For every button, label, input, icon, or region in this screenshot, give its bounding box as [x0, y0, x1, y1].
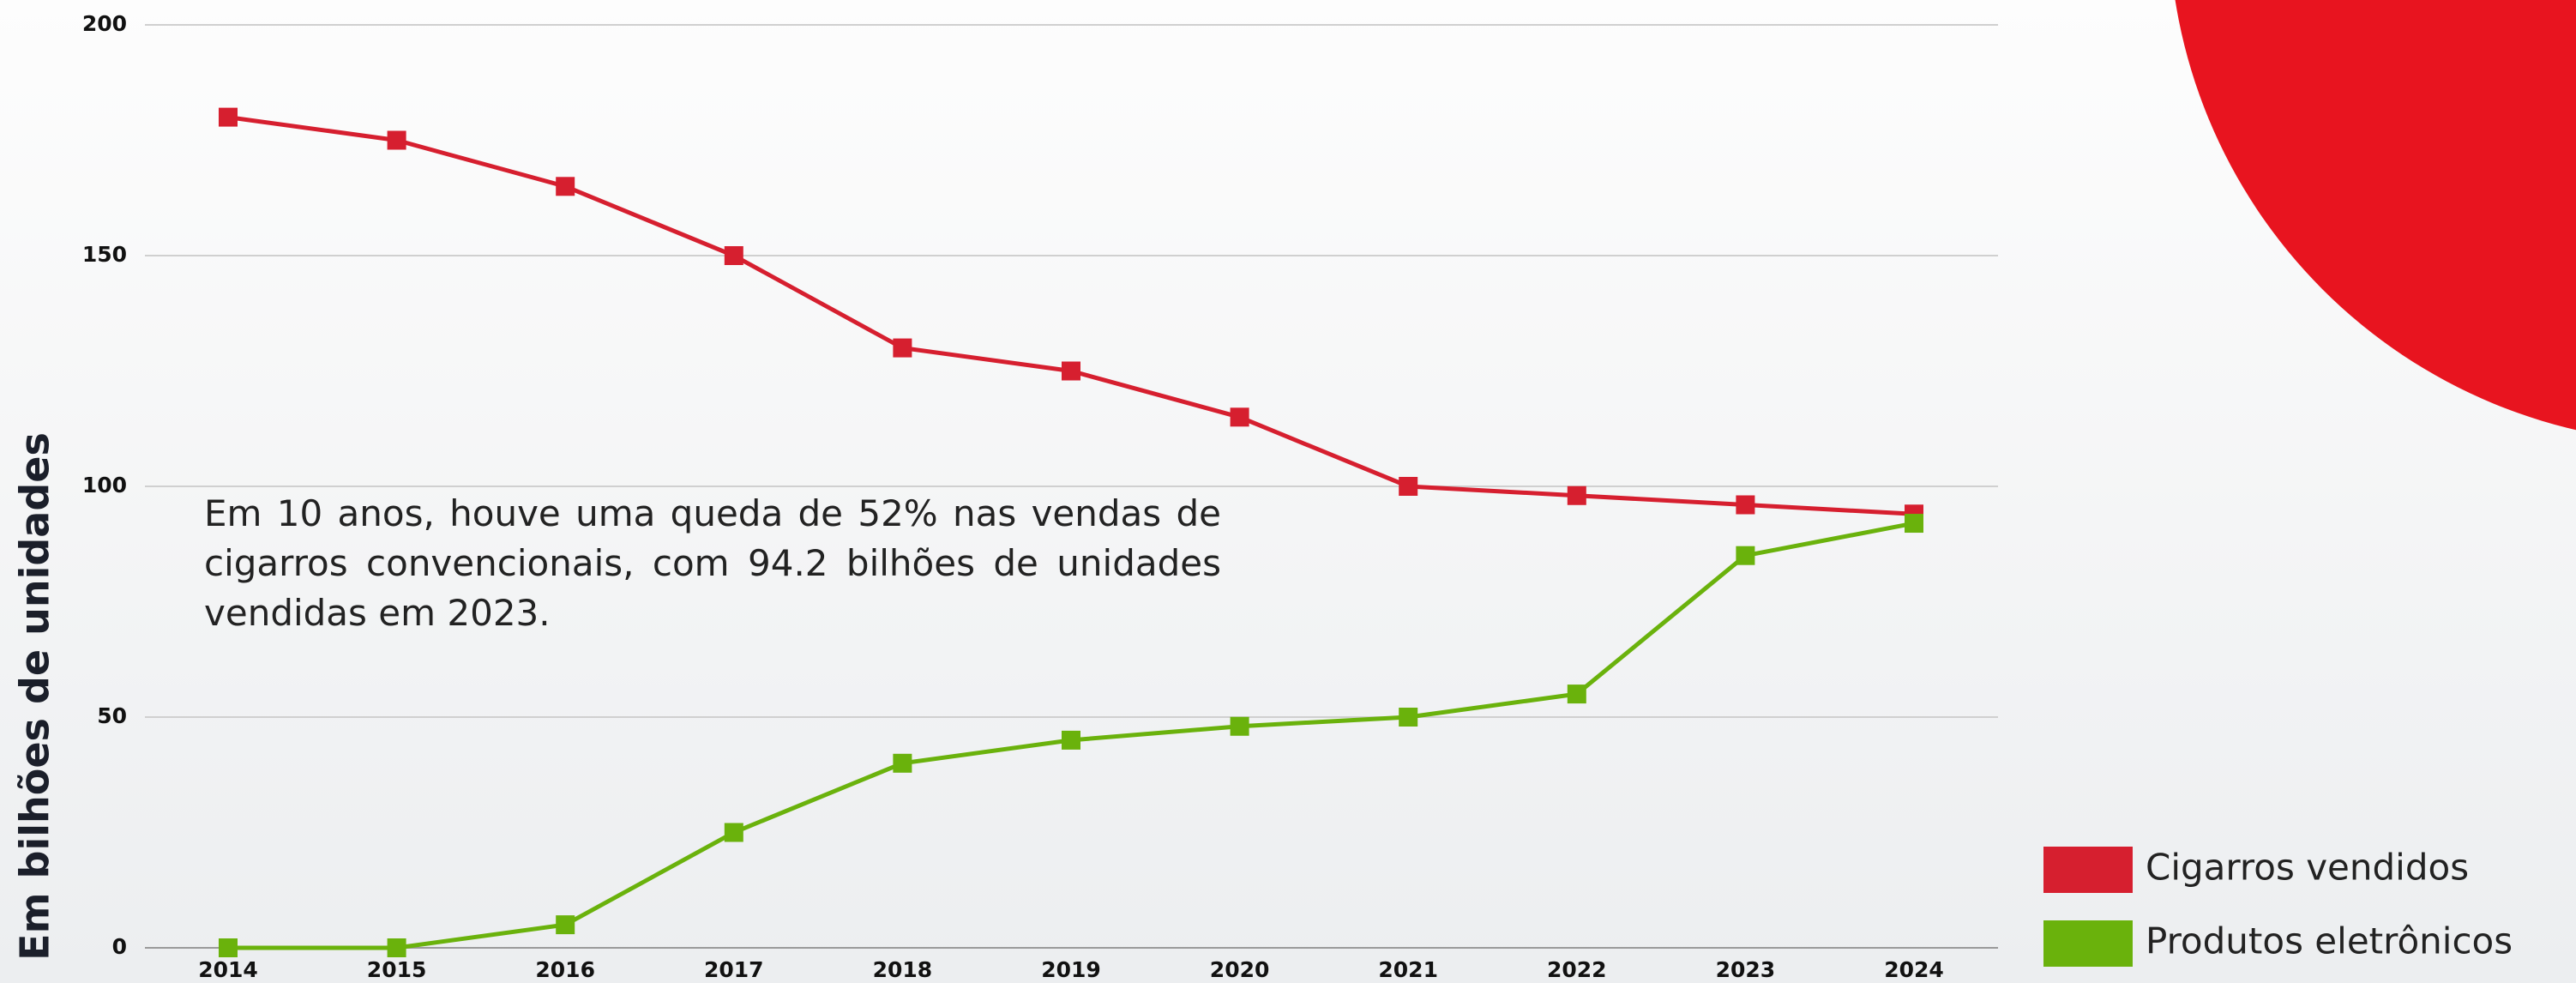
data-point	[219, 107, 238, 127]
y-tick-label: 50	[97, 703, 127, 728]
data-point	[556, 177, 575, 196]
x-tick-label: 2022	[1547, 957, 1607, 982]
series-line	[227, 115, 1915, 516]
x-tick-label: 2021	[1378, 957, 1438, 982]
x-tick-label: 2018	[873, 957, 933, 982]
data-point	[1230, 716, 1249, 736]
x-tick-label: 2024	[1884, 957, 1944, 982]
x-tick-label: 2017	[704, 957, 764, 982]
x-tick-label: 2014	[198, 957, 258, 982]
legend-swatch	[2043, 920, 2133, 967]
legend-label: Produtos eletrônicos	[2146, 920, 2513, 962]
data-point	[1905, 514, 1923, 534]
legend-label: Cigarros vendidos	[2146, 847, 2469, 889]
data-point	[1230, 407, 1249, 427]
x-tick-label: 2020	[1210, 957, 1270, 982]
data-point	[893, 338, 912, 358]
y-tick-label: 150	[82, 242, 127, 267]
data-point	[387, 938, 406, 957]
decor-circle	[2175, 0, 2576, 431]
data-point	[387, 130, 406, 150]
data-point	[219, 938, 238, 957]
x-tick-label: 2019	[1041, 957, 1101, 982]
annotation-box: Em 10 anos, houve uma queda de 52% nas v…	[204, 492, 1221, 634]
data-point	[1736, 546, 1755, 565]
data-point	[1399, 477, 1418, 496]
data-point	[893, 753, 912, 773]
x-tick-label: 2016	[535, 957, 595, 982]
legend-swatch	[2043, 847, 2133, 893]
data-point	[724, 246, 743, 265]
y-tick-label: 0	[112, 934, 127, 959]
y-tick-label: 200	[82, 11, 127, 36]
y-axis-label: Em bilhões de unidades	[12, 432, 58, 961]
annotation: Em 10 anos, houve uma queda de 52% nas v…	[204, 492, 1221, 634]
data-point	[1567, 485, 1586, 505]
data-point	[1062, 730, 1080, 750]
x-tick-label: 2023	[1716, 957, 1776, 982]
x-tick-label: 2015	[367, 957, 427, 982]
data-point	[1399, 708, 1418, 727]
y-tick-label: 100	[82, 473, 127, 498]
data-point	[1736, 495, 1755, 515]
data-point	[724, 823, 743, 842]
data-point	[556, 915, 575, 935]
data-point	[1567, 684, 1586, 704]
data-point	[1062, 361, 1080, 381]
